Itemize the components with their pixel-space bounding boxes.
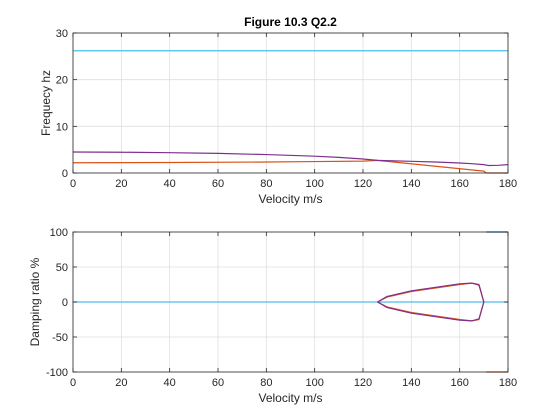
x-tick-label: 0 [70, 377, 76, 389]
y-axis-label: Frequecy hz [39, 70, 53, 136]
x-tick-label: 60 [212, 377, 224, 389]
series-line-3 [72, 151, 509, 167]
y-tick-label: 20 [56, 75, 68, 87]
y-tick-label: -100 [46, 367, 68, 379]
x-tick-label: 80 [260, 178, 272, 190]
y-tick-label: 0 [62, 297, 68, 309]
y-tick-label: 30 [56, 28, 68, 40]
x-tick-label: 100 [305, 377, 323, 389]
x-tick-label: 40 [164, 377, 176, 389]
x-tick-label: 20 [115, 178, 127, 190]
series-group [72, 50, 509, 174]
plot-area [73, 33, 508, 173]
y-axis-label: Damping ratio % [28, 257, 42, 346]
x-tick-label: 60 [212, 178, 224, 190]
x-tick-label: 160 [450, 178, 468, 190]
x-tick-label: 180 [499, 377, 517, 389]
x-tick-label: 100 [305, 178, 323, 190]
axes-box [72, 32, 509, 174]
x-tick-label: 120 [354, 178, 372, 190]
chart-title: Figure 10.3 Q2.2 [244, 15, 337, 29]
y-tick-label: 0 [62, 168, 68, 180]
x-tick-label: 0 [70, 178, 76, 190]
y-tick-label: 100 [50, 227, 68, 239]
x-tick-label: 140 [402, 178, 420, 190]
x-tick-label: 40 [164, 178, 176, 190]
series-line-2 [72, 159, 508, 174]
x-tick-label: 120 [354, 377, 372, 389]
series-group [73, 231, 508, 373]
x-tick-label: 20 [115, 377, 127, 389]
x-axis-label: Velocity m/s [258, 192, 322, 206]
series-line-5 [377, 301, 485, 322]
axes-1: 0 20 40 60 80 100 120 140 160 180 0 10 20 30 Velocity … [39, 15, 517, 206]
x-axis-label: Velocity m/s [258, 391, 322, 405]
series-line-3 [377, 282, 485, 303]
x-tick-label: 80 [260, 377, 272, 389]
x-tick-label: 140 [402, 377, 420, 389]
y-tick-label: -50 [52, 332, 68, 344]
x-tick-label: 180 [499, 178, 517, 190]
axes-2: 0 20 40 60 80 100 120 140 160 180 -100 -50 0 50 100 Vel… [28, 227, 517, 405]
y-tick-label: 50 [56, 262, 68, 274]
x-tick-label: 160 [450, 377, 468, 389]
y-tick-label: 10 [56, 121, 68, 133]
